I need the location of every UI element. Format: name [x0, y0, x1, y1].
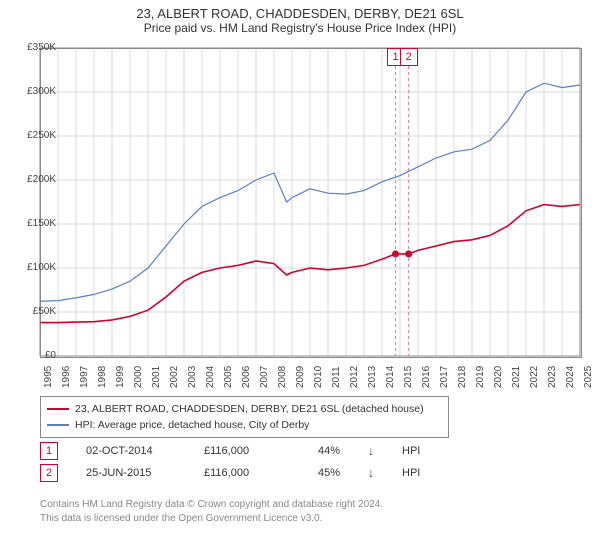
x-axis-label: 2008: [277, 366, 288, 388]
legend-swatch-1: [47, 408, 69, 410]
x-axis-label: 2014: [385, 366, 396, 388]
x-axis-label: 2019: [475, 366, 486, 388]
y-axis-label: £50K: [6, 306, 56, 317]
transaction-price: £116,000: [204, 467, 274, 479]
x-axis-label: 2018: [457, 366, 468, 388]
transaction-pct: 45%: [302, 467, 340, 479]
x-axis-label: 2009: [295, 366, 306, 388]
down-arrow-icon: ↓: [368, 444, 374, 458]
x-axis-label: 2020: [493, 366, 504, 388]
legend-box: 23, ALBERT ROAD, CHADDESDEN, DERBY, DE21…: [40, 396, 449, 438]
y-axis-label: £100K: [6, 262, 56, 273]
legend-swatch-2: [47, 424, 69, 426]
transaction-date: 25-JUN-2015: [86, 467, 176, 479]
x-axis-label: 1995: [43, 366, 54, 388]
x-axis-label: 2006: [241, 366, 252, 388]
footer-line-2: This data is licensed under the Open Gov…: [40, 512, 383, 526]
transaction-table: 1 02-OCT-2014 £116,000 44% ↓ HPI 2 25-JU…: [40, 440, 420, 484]
x-axis-label: 2005: [223, 366, 234, 388]
x-axis-label: 2024: [565, 366, 576, 388]
transaction-price: £116,000: [204, 445, 274, 457]
x-axis-label: 2003: [187, 366, 198, 388]
y-axis-label: £150K: [6, 218, 56, 229]
chart-svg: [0, 0, 600, 400]
transaction-note: HPI: [402, 445, 420, 457]
transaction-marker-2: 2: [40, 464, 58, 482]
x-axis-label: 2016: [421, 366, 432, 388]
x-axis-label: 2023: [547, 366, 558, 388]
x-axis-label: 2015: [403, 366, 414, 388]
transaction-row: 2 25-JUN-2015 £116,000 45% ↓ HPI: [40, 462, 420, 484]
x-axis-label: 2021: [511, 366, 522, 388]
transaction-row: 1 02-OCT-2014 £116,000 44% ↓ HPI: [40, 440, 420, 462]
legend-row: HPI: Average price, detached house, City…: [47, 417, 442, 433]
x-axis-label: 2010: [313, 366, 324, 388]
legend-label-2: HPI: Average price, detached house, City…: [75, 417, 309, 433]
x-axis-label: 2011: [331, 366, 342, 388]
y-axis-label: £350K: [6, 42, 56, 53]
x-axis-label: 2025: [583, 366, 594, 388]
footer-line-1: Contains HM Land Registry data © Crown c…: [40, 498, 383, 512]
x-axis-label: 2000: [133, 366, 144, 388]
footer-attribution: Contains HM Land Registry data © Crown c…: [40, 498, 383, 526]
x-axis-label: 2017: [439, 366, 450, 388]
transaction-note: HPI: [402, 467, 420, 479]
chart-marker-2: 2: [400, 48, 418, 66]
legend-row: 23, ALBERT ROAD, CHADDESDEN, DERBY, DE21…: [47, 401, 442, 417]
y-axis-label: £300K: [6, 86, 56, 97]
y-axis-label: £0: [6, 350, 56, 361]
x-axis-label: 2013: [367, 366, 378, 388]
legend-label-1: 23, ALBERT ROAD, CHADDESDEN, DERBY, DE21…: [75, 401, 424, 417]
y-axis-label: £200K: [6, 174, 56, 185]
x-axis-label: 1999: [115, 366, 126, 388]
transaction-date: 02-OCT-2014: [86, 445, 176, 457]
down-arrow-icon: ↓: [368, 466, 374, 480]
transaction-marker-1: 1: [40, 442, 58, 460]
x-axis-label: 2002: [169, 366, 180, 388]
x-axis-label: 1996: [61, 366, 72, 388]
x-axis-label: 2007: [259, 366, 270, 388]
x-axis-label: 1997: [79, 366, 90, 388]
x-axis-label: 2022: [529, 366, 540, 388]
y-axis-label: £250K: [6, 130, 56, 141]
x-axis-label: 1998: [97, 366, 108, 388]
transaction-pct: 44%: [302, 445, 340, 457]
x-axis-label: 2012: [349, 366, 360, 388]
x-axis-label: 2004: [205, 366, 216, 388]
x-axis-label: 2001: [151, 366, 162, 388]
